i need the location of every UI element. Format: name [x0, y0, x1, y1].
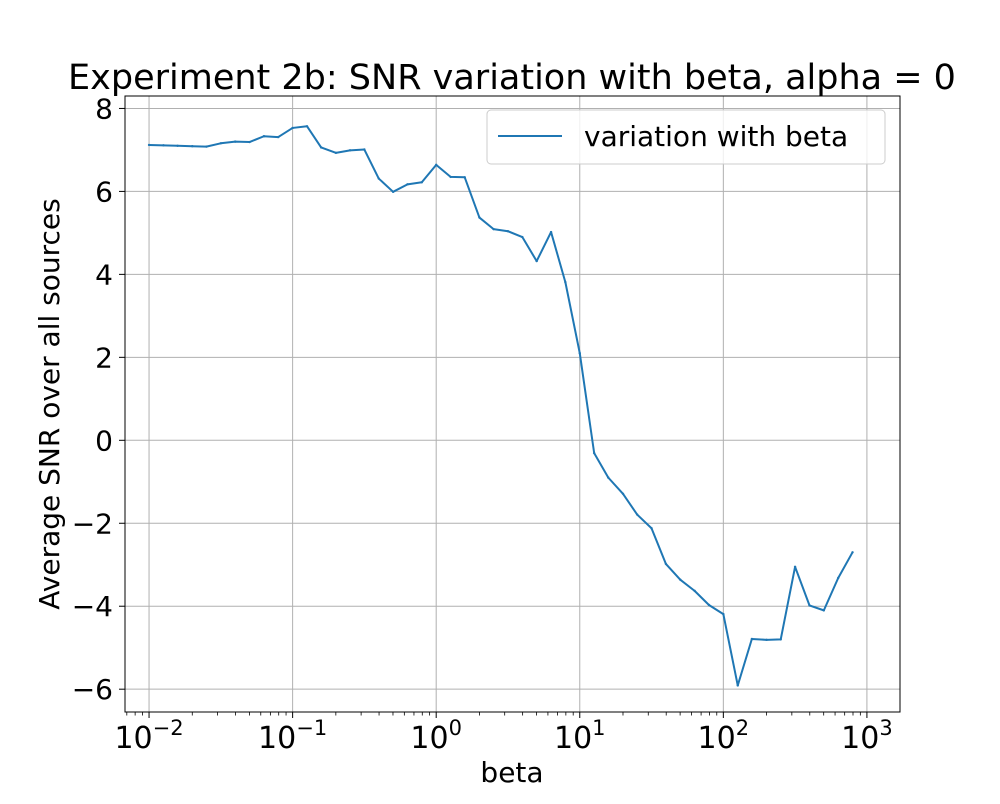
data-point: [262, 135, 266, 138]
data-point: [377, 177, 380, 180]
data-point: [319, 146, 323, 149]
data-point: [664, 562, 668, 566]
data-point: [191, 144, 194, 148]
y-tick-label: 4: [95, 258, 113, 291]
y-tick-label: −2: [72, 507, 113, 540]
data-point: [621, 492, 625, 496]
plot-frame: [124, 95, 901, 713]
data-point: [564, 281, 567, 284]
y-tick-label: 0: [95, 424, 113, 457]
legend-label: variation with beta: [584, 120, 848, 153]
data-point: [506, 230, 510, 233]
data-point: [521, 235, 524, 239]
ticks: 10−2 10−1 100 101 102 103 8 6 4 2 0 −2 −4 −6: [72, 92, 893, 756]
x-tick-label: 10−2: [114, 716, 183, 756]
data-point: [779, 638, 782, 641]
data-point: [822, 609, 826, 612]
data-point: [363, 148, 366, 151]
grid: [125, 96, 900, 712]
y-tick-label: 6: [95, 175, 113, 208]
data-point: [391, 190, 395, 194]
data-point: [635, 513, 639, 516]
data-point: [205, 145, 208, 148]
data-point: [693, 589, 696, 593]
data-point: [449, 175, 452, 179]
series-line: [149, 125, 854, 687]
data-point: [837, 576, 840, 580]
x-tick-label: 100: [410, 716, 462, 756]
data-point: [162, 144, 165, 147]
data-point: [463, 176, 466, 179]
data-point: [808, 604, 811, 607]
data-point: [406, 183, 409, 186]
data-point: [478, 216, 481, 219]
data-point: [305, 125, 309, 128]
data-point: [650, 527, 653, 530]
y-tick-label: 8: [95, 92, 113, 125]
legend: variation with beta: [486, 109, 886, 165]
data-point: [736, 684, 739, 687]
data-point: [334, 151, 338, 155]
data-point: [722, 612, 725, 616]
y-tick-label: −4: [72, 590, 113, 623]
data-point: [793, 565, 797, 569]
data-point: [578, 351, 581, 355]
data-point: [277, 135, 280, 139]
data-point: [434, 163, 438, 167]
data-point: [851, 551, 854, 554]
data-point: [147, 143, 151, 147]
data-point: [291, 126, 294, 130]
data-point: [707, 603, 711, 607]
data-point: [219, 142, 222, 145]
data-point: [607, 476, 610, 479]
data-point: [750, 637, 754, 641]
y-tick-label: 2: [95, 341, 113, 374]
x-tick-label: 101: [554, 716, 606, 756]
data-point: [248, 140, 251, 144]
data-point: [348, 149, 352, 152]
x-tick-label: 10−1: [258, 716, 327, 756]
x-tick-label: 103: [841, 716, 893, 756]
data-point: [549, 230, 553, 234]
data-point: [233, 140, 237, 143]
x-tick-label: 102: [698, 716, 750, 756]
data-point: [535, 259, 538, 263]
data-point: [765, 638, 768, 642]
data-point: [492, 227, 495, 231]
series-layer: [147, 125, 854, 687]
x-axis-label: beta: [480, 756, 543, 789]
data-point: [679, 578, 682, 581]
data-point: [592, 451, 596, 455]
data-point: [420, 181, 424, 184]
legend-box: [486, 109, 886, 165]
data-point: [176, 144, 179, 147]
y-tick-label: −6: [72, 673, 113, 706]
chart-title: Experiment 2b: SNR variation with beta, …: [68, 58, 956, 98]
y-axis-label: Average SNR over all sources: [33, 198, 66, 609]
